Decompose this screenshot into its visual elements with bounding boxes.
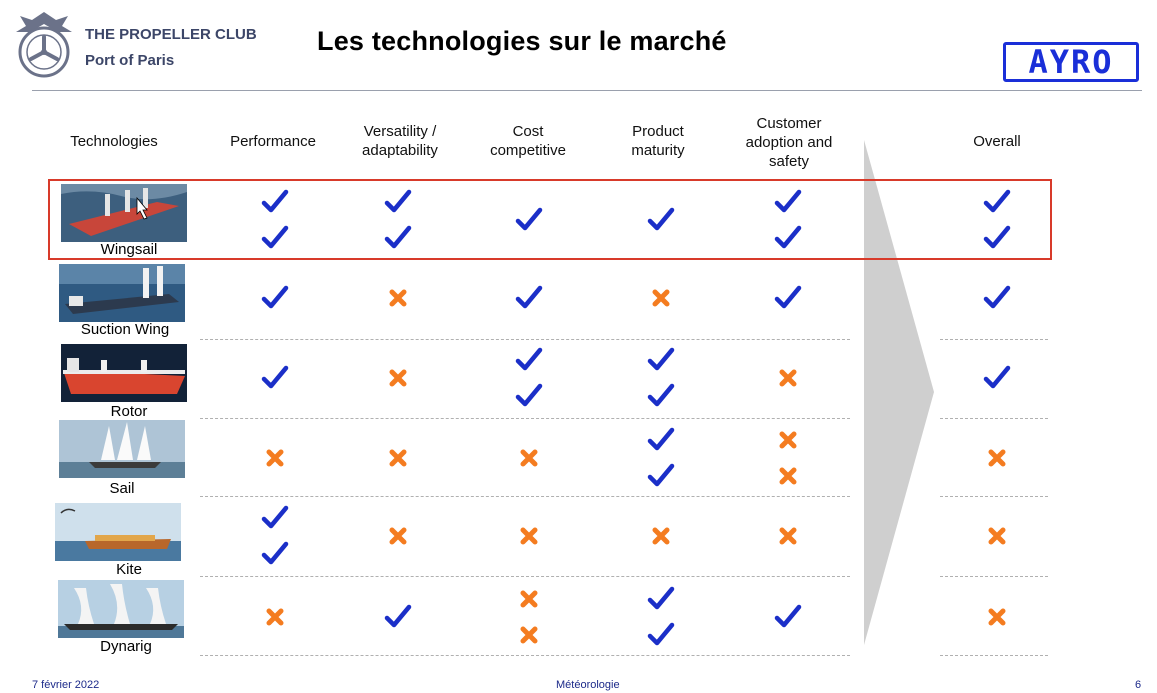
col-header-performance: Performance — [230, 133, 316, 150]
cross-icon — [988, 608, 1006, 626]
check-icon — [983, 189, 1011, 213]
col-header-cost: Cost competitive — [490, 123, 566, 159]
check-icon — [647, 586, 675, 610]
col-header-adoption: Customer adoption and safety — [745, 115, 833, 170]
cross-icon — [389, 449, 407, 467]
cross-icon — [779, 527, 797, 545]
check-icon — [647, 383, 675, 407]
check-icon — [515, 207, 543, 231]
check-icon — [647, 622, 675, 646]
check-icon — [261, 505, 289, 529]
highlight-row-box — [48, 179, 1052, 260]
check-icon — [774, 225, 802, 249]
org-port: Port of Paris — [85, 52, 175, 69]
check-icon — [261, 541, 289, 565]
check-icon — [774, 189, 802, 213]
cross-icon — [266, 449, 284, 467]
check-icon — [647, 207, 675, 231]
tech-name: Suction Wing — [80, 321, 170, 338]
check-icon — [384, 225, 412, 249]
check-icon — [983, 225, 1011, 249]
org-name: THE PROPELLER CLUB — [85, 26, 257, 43]
header-divider — [32, 90, 1142, 91]
check-icon — [647, 463, 675, 487]
check-icon — [515, 347, 543, 371]
cross-icon — [779, 431, 797, 449]
dynarig-ship-image — [58, 580, 184, 638]
check-icon — [983, 285, 1011, 309]
cross-icon — [389, 527, 407, 545]
tech-name: Dynarig — [100, 638, 152, 655]
col-header-overall: Overall — [973, 133, 1021, 150]
cross-icon — [988, 527, 1006, 545]
sail-ship-image — [59, 420, 185, 478]
cross-icon — [389, 369, 407, 387]
cross-icon — [779, 369, 797, 387]
check-icon — [515, 285, 543, 309]
kite-ship-image — [55, 503, 181, 561]
cross-icon — [520, 590, 538, 608]
chevron-arrow-icon — [864, 140, 934, 645]
row-divider — [940, 496, 1048, 497]
row-divider — [200, 418, 850, 419]
ayro-logo: AYRO — [1003, 42, 1139, 82]
check-icon — [261, 225, 289, 249]
row-divider — [200, 576, 850, 577]
cross-icon — [520, 527, 538, 545]
row-divider — [200, 496, 850, 497]
cross-icon — [652, 289, 670, 307]
check-icon — [774, 285, 802, 309]
tech-name: Kite — [116, 561, 142, 578]
row-divider — [940, 418, 1048, 419]
row-divider — [940, 339, 1048, 340]
footer-topic: Météorologie — [556, 679, 620, 691]
cross-icon — [520, 449, 538, 467]
tech-name: Rotor — [110, 403, 148, 420]
row-divider — [200, 339, 850, 340]
col-header-technologies: Technologies — [70, 133, 158, 150]
col-header-versatility: Versatility / adaptability — [362, 123, 438, 159]
check-icon — [515, 383, 543, 407]
check-icon — [647, 427, 675, 451]
row-divider — [940, 655, 1048, 656]
cross-icon — [779, 467, 797, 485]
check-icon — [384, 604, 412, 628]
check-icon — [261, 365, 289, 389]
page-number: 6 — [1135, 679, 1142, 691]
wingsail-ship-image — [61, 184, 187, 242]
cross-icon — [520, 626, 538, 644]
cross-icon — [389, 289, 407, 307]
tech-name: Sail — [109, 480, 135, 497]
check-icon — [261, 189, 289, 213]
slide-title: Les technologies sur le marché — [317, 26, 727, 56]
propeller-club-logo — [16, 12, 72, 78]
check-icon — [384, 189, 412, 213]
footer-date: 7 février 2022 — [32, 679, 100, 691]
check-icon — [647, 347, 675, 371]
check-icon — [261, 285, 289, 309]
cross-icon — [652, 527, 670, 545]
cross-icon — [988, 449, 1006, 467]
cross-icon — [266, 608, 284, 626]
row-divider — [940, 576, 1048, 577]
row-divider — [200, 655, 850, 656]
check-icon — [774, 604, 802, 628]
check-icon — [983, 365, 1011, 389]
rotor-ship-image — [61, 344, 187, 402]
suction-wing-ship-image — [59, 264, 185, 322]
tech-name: Wingsail — [100, 241, 158, 258]
col-header-maturity: Product maturity — [631, 123, 685, 159]
